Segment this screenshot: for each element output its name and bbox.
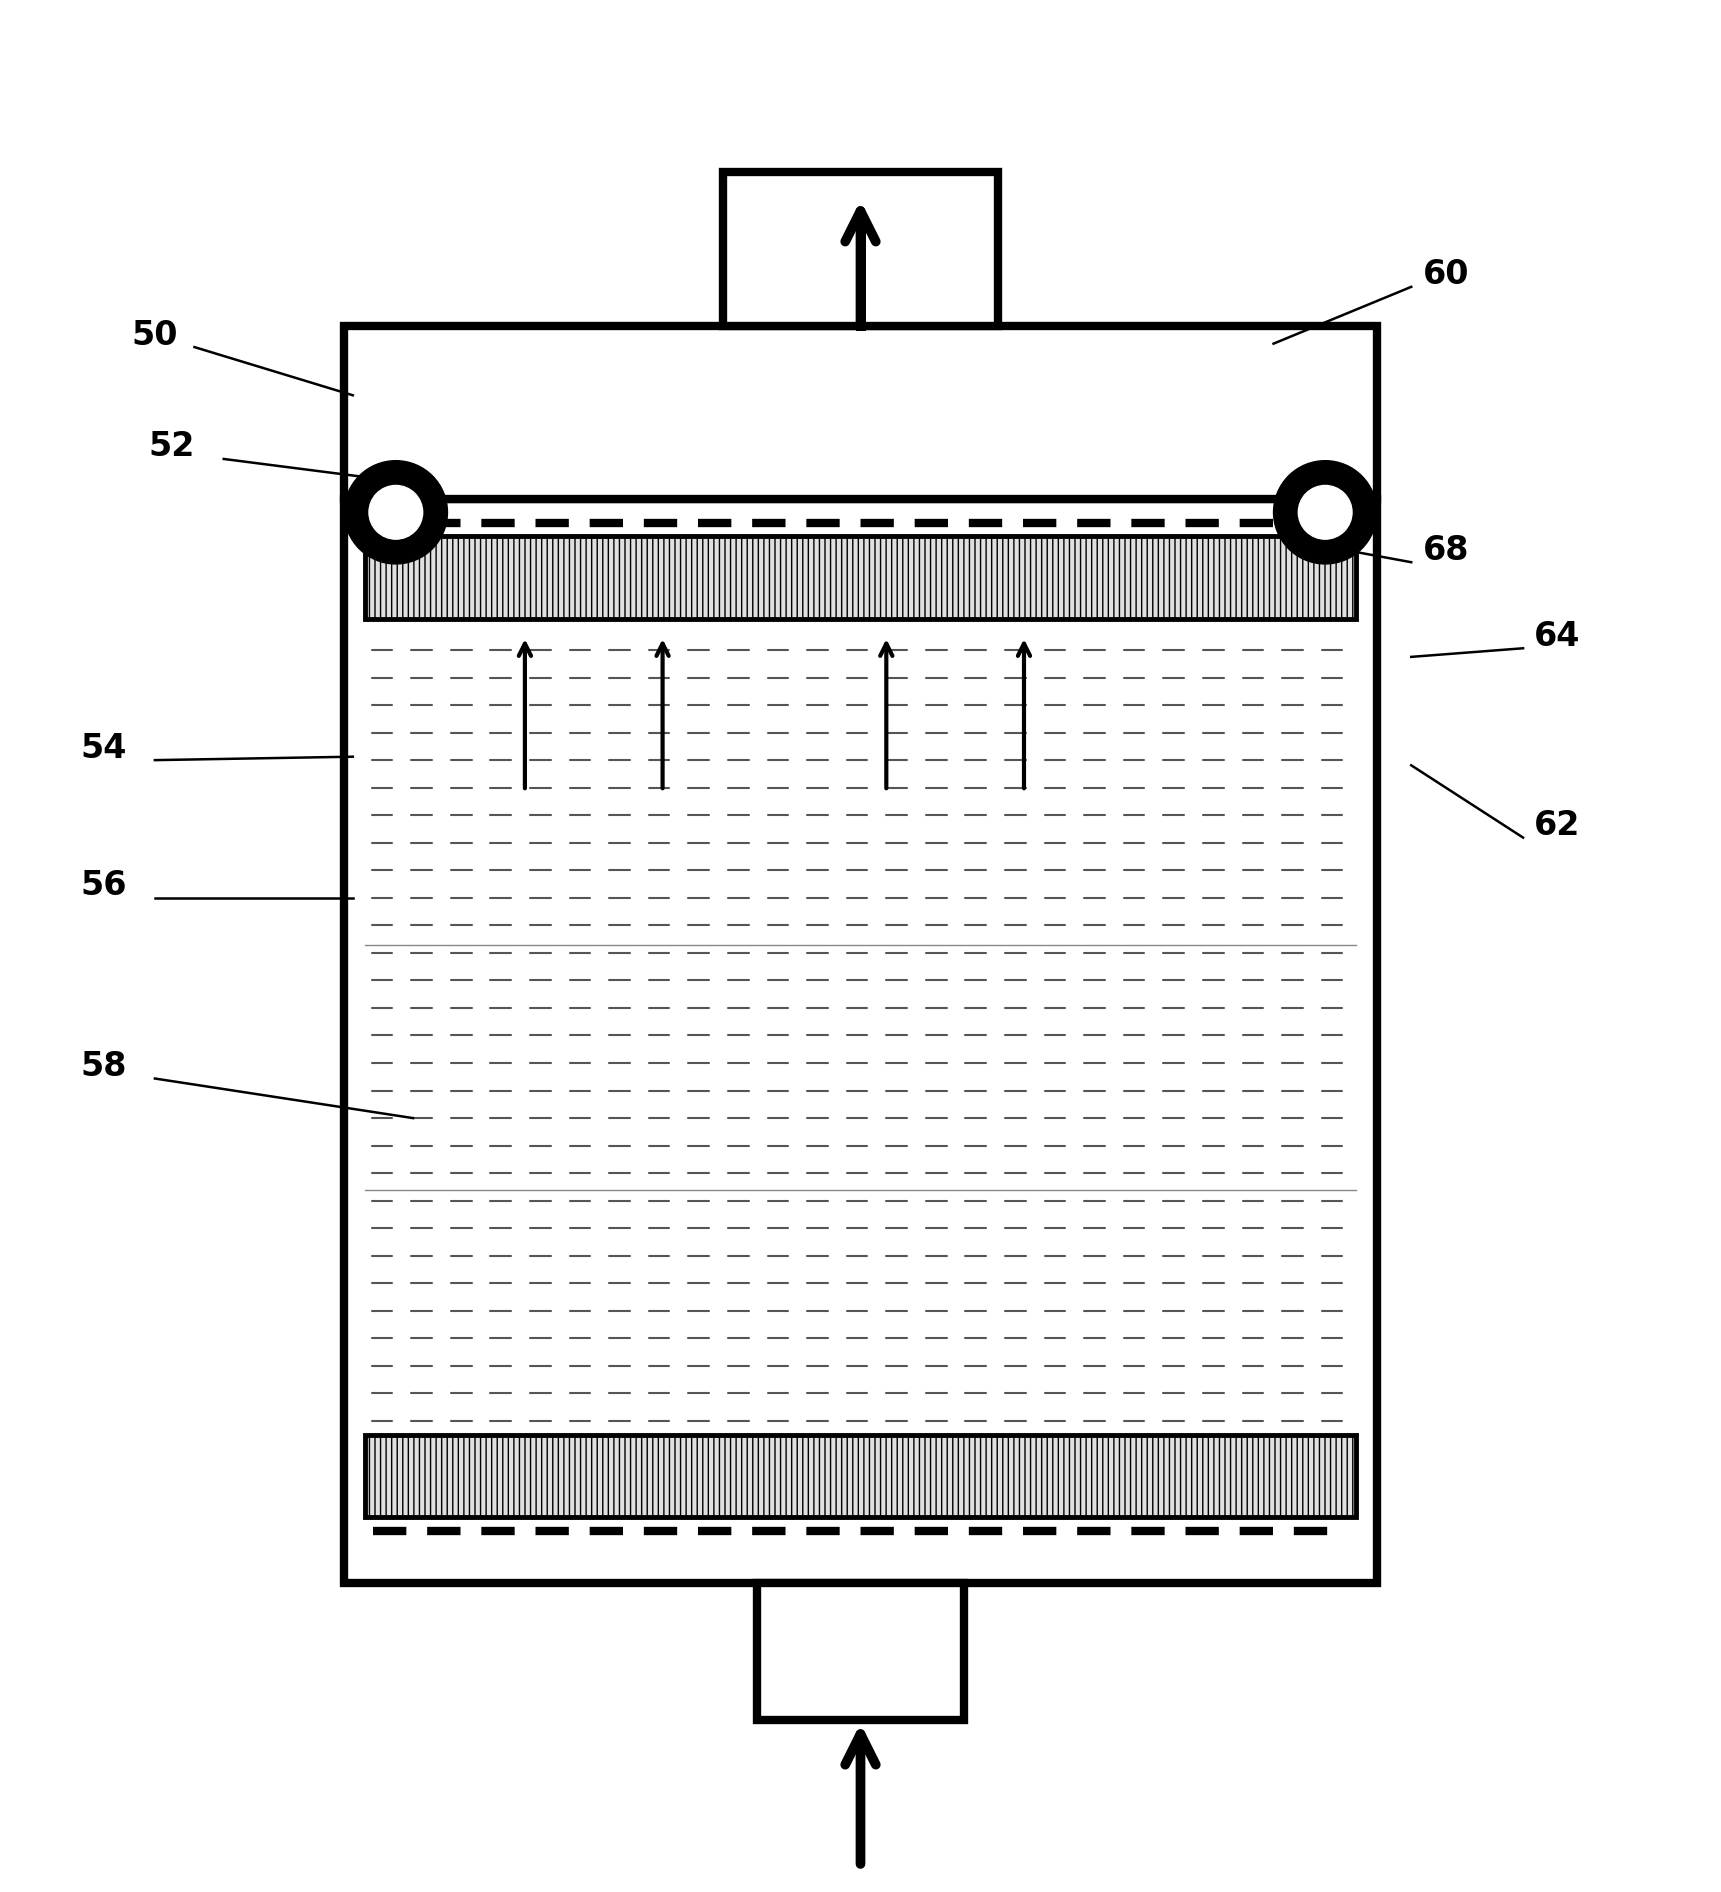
Bar bbox=[344, 498, 1377, 1584]
Text: 62: 62 bbox=[1535, 810, 1580, 842]
Bar bbox=[344, 327, 1377, 498]
Bar bbox=[365, 537, 1356, 619]
Text: 58: 58 bbox=[79, 1050, 127, 1082]
Text: 68: 68 bbox=[1422, 534, 1470, 568]
Circle shape bbox=[1274, 460, 1377, 564]
Text: 52: 52 bbox=[150, 429, 194, 464]
Text: 60: 60 bbox=[1422, 259, 1470, 291]
Bar bbox=[757, 1584, 964, 1720]
Circle shape bbox=[368, 486, 423, 539]
Text: 50: 50 bbox=[131, 318, 179, 352]
Bar bbox=[723, 172, 998, 327]
Text: 56: 56 bbox=[79, 868, 127, 902]
Circle shape bbox=[1298, 486, 1353, 539]
Text: 54: 54 bbox=[81, 732, 126, 764]
Bar bbox=[365, 619, 1356, 1434]
Text: 64: 64 bbox=[1535, 621, 1580, 653]
Bar bbox=[365, 1434, 1356, 1517]
Circle shape bbox=[344, 460, 447, 564]
